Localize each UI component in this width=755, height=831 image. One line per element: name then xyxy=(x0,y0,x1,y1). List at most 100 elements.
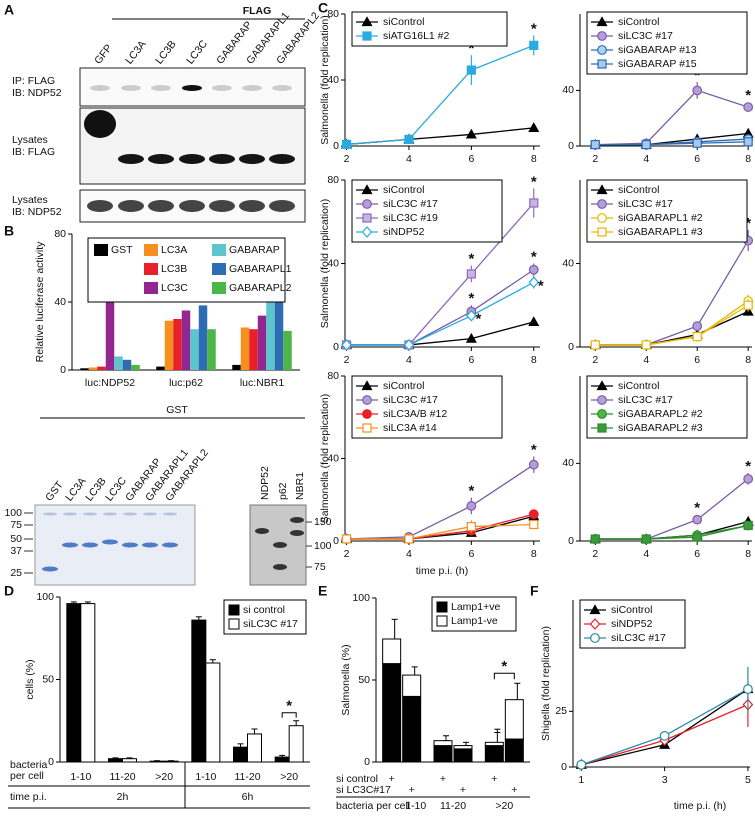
x-tick-label: 1-10 xyxy=(70,771,91,783)
significance: * xyxy=(745,87,751,104)
y-tick-label: 40 xyxy=(327,257,339,269)
lane-label: p62 xyxy=(277,482,289,500)
band xyxy=(273,564,287,570)
legend-label: siGABARAP #15 xyxy=(618,58,697,70)
legend-swatch xyxy=(212,263,226,275)
bar xyxy=(249,329,258,370)
significance-bracket xyxy=(493,672,515,680)
significance: * xyxy=(745,215,751,232)
group-label: 2h xyxy=(117,791,129,803)
legend-swatch xyxy=(94,244,108,256)
marker xyxy=(528,276,540,289)
band xyxy=(148,200,174,212)
band xyxy=(242,85,262,91)
marker xyxy=(597,227,607,237)
legend-label: siControl xyxy=(611,604,652,616)
marker xyxy=(362,213,372,223)
band xyxy=(163,512,177,516)
significance: * xyxy=(531,248,537,265)
band xyxy=(212,85,232,91)
x-tick-label: luc:p62 xyxy=(169,377,203,389)
x-tick-label: luc:NBR1 xyxy=(240,377,285,389)
x-tick-label: 2 xyxy=(344,354,350,366)
panel-label: F xyxy=(530,583,539,599)
band xyxy=(269,154,295,164)
legend-label: siNDP52 xyxy=(611,618,653,630)
series-line xyxy=(346,464,535,540)
marker-label: 25 xyxy=(10,567,22,579)
legend-swatch xyxy=(228,604,240,616)
y-tick-label: 40 xyxy=(562,457,574,469)
treatment-mark: + xyxy=(389,773,395,785)
series-line xyxy=(346,281,535,346)
marker-label: 75 xyxy=(10,519,22,531)
legend-label: siGABARAPL1 #3 xyxy=(618,226,703,238)
band xyxy=(151,85,171,91)
bar-segment xyxy=(484,741,504,747)
bar-segment xyxy=(453,745,473,750)
marker xyxy=(361,16,373,27)
marker xyxy=(743,300,753,310)
y-axis-label: Salmonella (fold replication) xyxy=(319,394,331,524)
lane-label: GFP xyxy=(92,42,115,66)
lane-label: LC3C xyxy=(103,475,129,504)
marker xyxy=(692,331,702,342)
x-tick-label: 6 xyxy=(694,153,700,165)
legend-label: siLC3C #17 xyxy=(618,394,673,406)
panel-label: E xyxy=(318,583,327,599)
legend-box xyxy=(586,179,748,243)
x-tick-label: 2 xyxy=(592,548,598,560)
row-label: si LC3C#17 xyxy=(336,784,391,796)
marker xyxy=(589,604,601,615)
y-axis-label: Salmonella (fold replication) xyxy=(319,15,331,145)
x-tick-label: 2 xyxy=(592,354,598,366)
y-tick-label: 80 xyxy=(327,174,339,186)
legend-label: siLC3C #17 xyxy=(618,30,673,42)
legend-swatch xyxy=(436,615,448,627)
marker xyxy=(589,618,601,630)
legend-label: siControl xyxy=(618,380,659,392)
marker xyxy=(743,520,753,531)
legend-label: siLC3C #19 xyxy=(383,212,438,224)
marker xyxy=(466,269,476,279)
lane-label: LC3B xyxy=(153,38,179,66)
x-tick-label: 8 xyxy=(745,153,751,165)
legend-label: siLC3A/B #12 xyxy=(383,408,447,420)
series-line xyxy=(346,513,534,540)
marker-label: 75 xyxy=(314,561,326,573)
y-tick-label: 50 xyxy=(358,674,370,686)
marker xyxy=(597,45,607,55)
legend-box xyxy=(351,11,508,47)
x-tick-label: 4 xyxy=(406,153,412,165)
significance: * xyxy=(538,277,544,294)
y-tick-label: 0 xyxy=(48,756,54,768)
row-label: per cell xyxy=(10,770,44,782)
bar xyxy=(108,758,123,763)
marker xyxy=(590,534,600,544)
lane-label: LC3C xyxy=(184,38,210,67)
legend-label: LC3B xyxy=(161,263,187,275)
marker xyxy=(597,395,607,405)
band xyxy=(84,110,116,138)
bar xyxy=(274,756,290,763)
legend-label: siControl xyxy=(383,184,424,196)
significance: * xyxy=(468,483,474,500)
legend-label: siLC3C #17 xyxy=(611,632,666,644)
marker xyxy=(466,501,477,511)
y-tick-label: 100 xyxy=(36,591,54,603)
bar xyxy=(198,305,208,370)
bar xyxy=(105,281,115,370)
row-label: bacteria per cell xyxy=(336,800,410,812)
y-tick-label: 40 xyxy=(54,296,66,308)
bar xyxy=(190,329,199,370)
marker xyxy=(528,122,540,132)
marker xyxy=(465,128,477,139)
band xyxy=(42,566,58,572)
marker xyxy=(692,532,702,542)
legend-label: GABARAPL2 xyxy=(229,282,292,294)
marker xyxy=(465,332,477,343)
legend-swatch xyxy=(212,244,226,256)
legend-swatch xyxy=(212,282,226,294)
y-tick-label: 0 xyxy=(333,535,339,547)
